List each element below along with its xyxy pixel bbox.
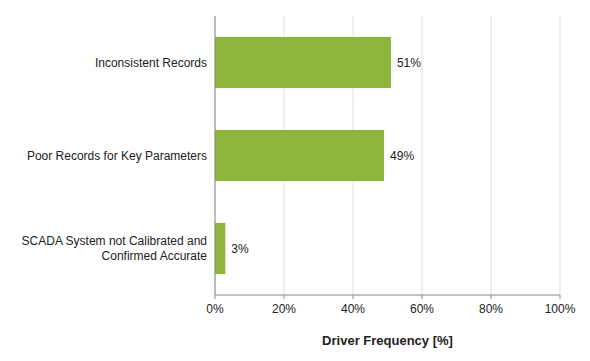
chart: 0% 20% 40% 60% 80% 100% 3% 49% 51% SCADA System n… (0, 0, 590, 361)
data-label: 51% (397, 56, 421, 70)
x-tick-label: 0% (206, 302, 224, 316)
tick-mark (215, 295, 216, 299)
data-label: 49% (390, 149, 414, 163)
chart-container: 0% 20% 40% 60% 80% 100% 3% 49% 51% SCADA System n… (0, 0, 590, 361)
grid-line (215, 16, 216, 295)
tick-mark (353, 295, 354, 299)
data-label: 3% (231, 242, 249, 256)
x-tick-label: 20% (272, 302, 296, 316)
y-axis-line (215, 16, 216, 295)
x-axis-label: Driver Frequency [%] (322, 333, 453, 348)
grid-line (422, 16, 423, 295)
tick-mark (422, 295, 423, 299)
y-tick-label: Poor Records for Key Parameters (27, 149, 207, 163)
bar (215, 223, 225, 274)
bars (215, 37, 391, 274)
tick-mark (560, 295, 561, 299)
grid-line (491, 16, 492, 295)
tick-mark (491, 295, 492, 299)
y-tick-label: SCADA System not Calibrated andConfirmed… (22, 234, 208, 263)
x-tick-label: 100% (545, 302, 576, 316)
x-tick-label: 80% (479, 302, 503, 316)
bar (215, 130, 384, 181)
tick-mark (284, 295, 285, 299)
grid-line (560, 16, 561, 295)
x-tick-label: 40% (341, 302, 365, 316)
x-axis-line (215, 295, 560, 296)
grid (215, 16, 560, 295)
bar (215, 37, 391, 88)
x-tick-label: 60% (410, 302, 434, 316)
y-tick-label: Inconsistent Records (95, 56, 207, 70)
